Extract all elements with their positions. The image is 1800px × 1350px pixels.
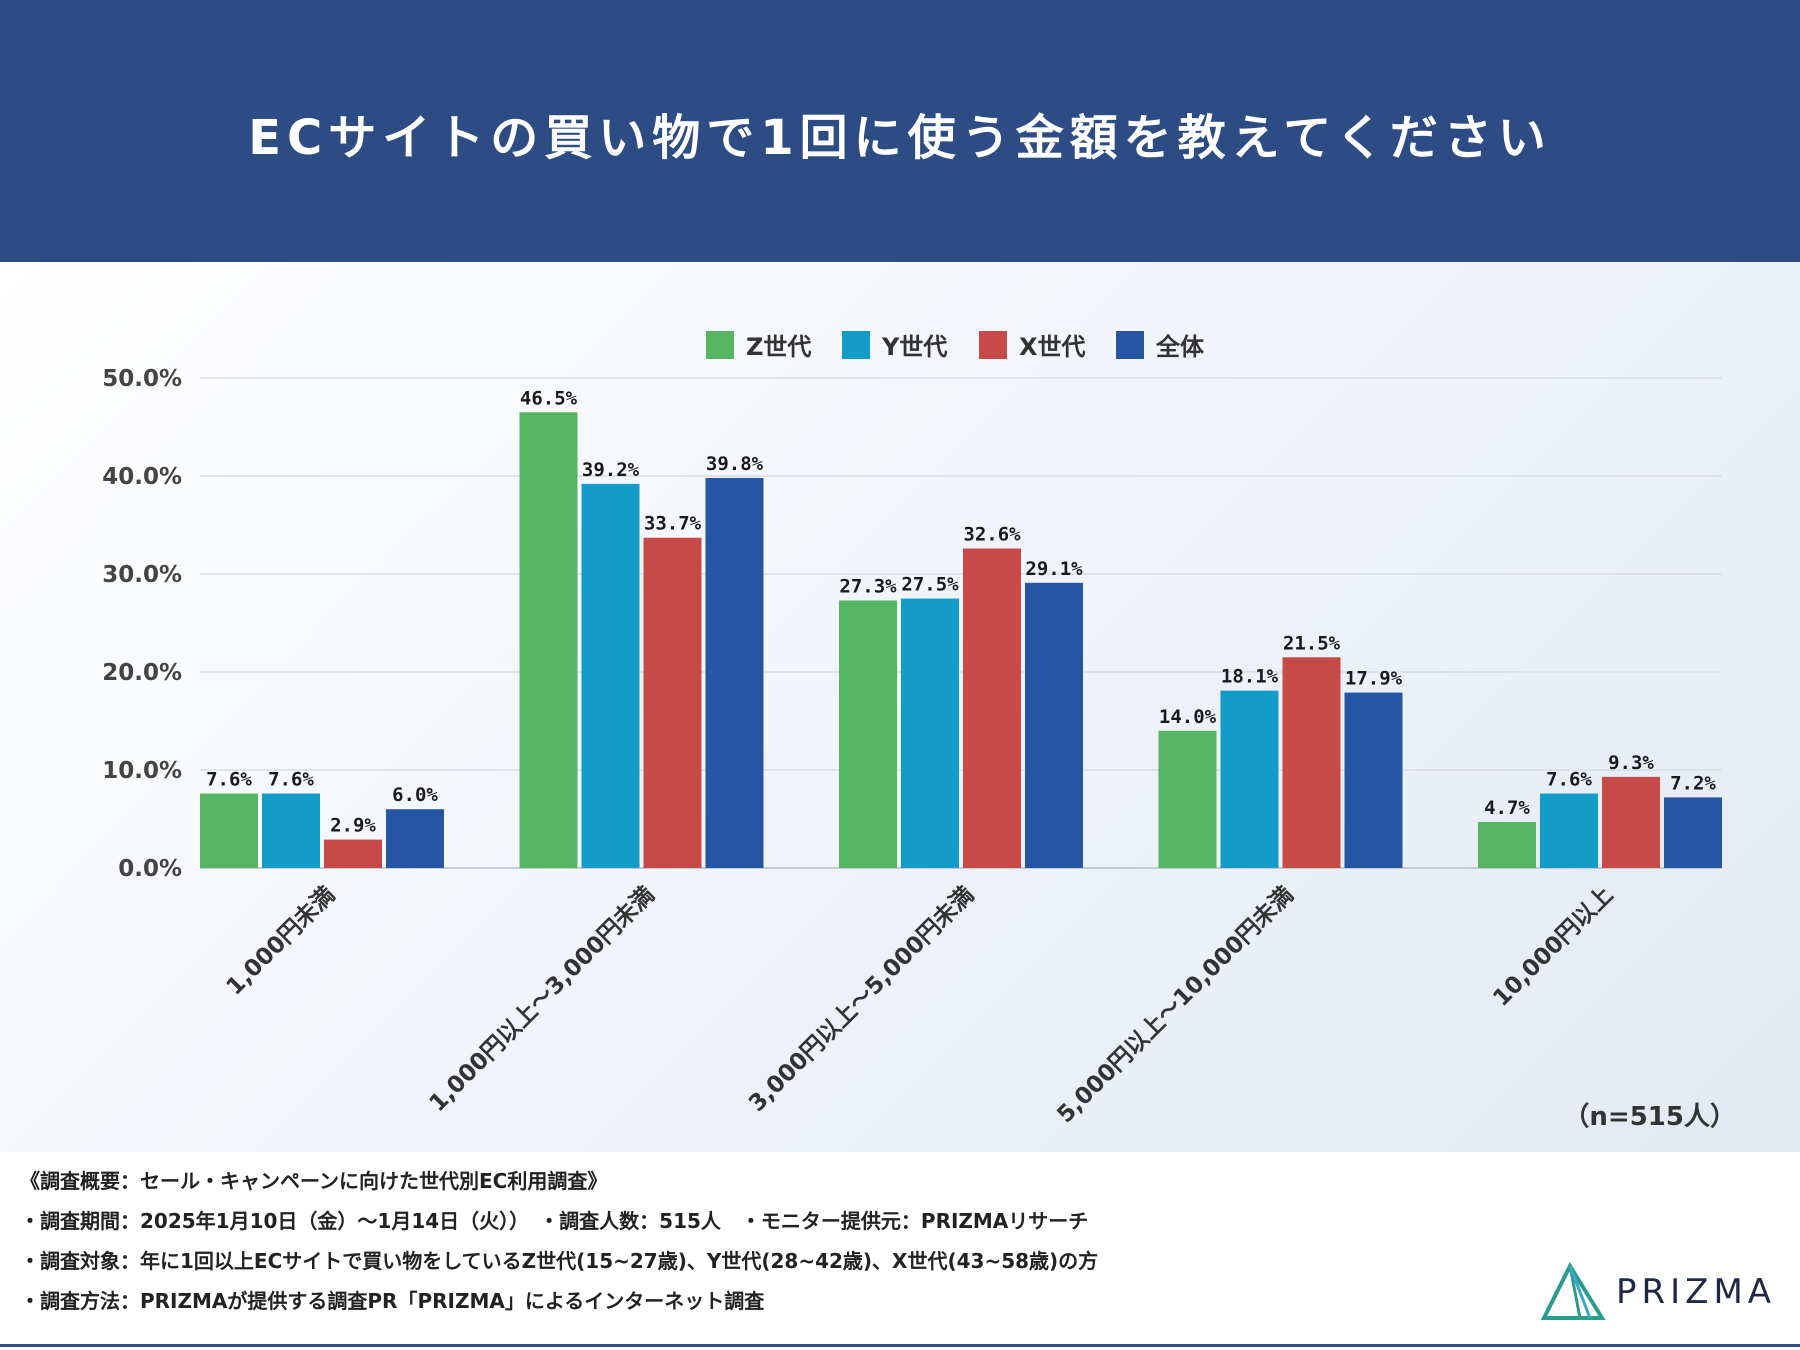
prism-icon xyxy=(1540,1262,1606,1320)
data-label: 33.7% xyxy=(644,513,702,535)
bar xyxy=(1664,797,1722,868)
y-tick-label: 20.0% xyxy=(102,660,182,686)
data-label: 27.5% xyxy=(901,574,959,596)
legend-swatch xyxy=(979,331,1007,359)
y-tick-label: 30.0% xyxy=(102,562,182,588)
y-tick-label: 0.0% xyxy=(118,856,182,882)
logo-text: PRIZMA xyxy=(1616,1272,1777,1312)
bar xyxy=(1478,821,1536,868)
bar xyxy=(1158,730,1217,868)
data-label: 7.2% xyxy=(1670,772,1716,794)
bar xyxy=(324,839,382,868)
bar xyxy=(1025,582,1083,868)
category-label: 5,000円以上〜10,000円未満 xyxy=(1052,882,1298,1128)
data-label: 2.9% xyxy=(330,815,376,837)
data-label: 14.0% xyxy=(1159,706,1217,728)
legend-swatch xyxy=(842,331,870,359)
legend-swatch xyxy=(1116,331,1144,359)
category-label: 10,000円以上 xyxy=(1488,882,1618,1012)
survey-note-line: ・調査期間：2025年1月10日（金）〜1月14日（火）） ・調査人数：515人… xyxy=(20,1209,1089,1233)
bottom-divider xyxy=(0,1344,1800,1347)
bar xyxy=(1282,657,1341,868)
data-label: 9.3% xyxy=(1608,752,1654,774)
legend-label: Z世代 xyxy=(746,333,811,361)
survey-note-line: ・調査対象：年に1回以上ECサイトで買い物をしているZ世代(15~27歳)、Y世… xyxy=(20,1249,1099,1273)
data-label: 7.6% xyxy=(1546,769,1592,791)
legend-label: Y世代 xyxy=(881,333,947,361)
legend-label: X世代 xyxy=(1019,333,1086,361)
y-tick-label: 40.0% xyxy=(102,464,182,490)
data-label: 32.6% xyxy=(963,524,1021,546)
bar xyxy=(963,548,1021,868)
data-label: 18.1% xyxy=(1221,666,1279,688)
bar xyxy=(262,793,320,868)
legend-swatch xyxy=(706,331,734,359)
sample-size-label: （n=515人） xyxy=(1563,1102,1736,1132)
survey-note-line: ・調査方法：PRIZMAが提供する調査PR「PRIZMA」によるインターネット調… xyxy=(20,1289,765,1313)
data-label: 27.3% xyxy=(839,575,897,597)
y-tick-label: 50.0% xyxy=(102,366,182,392)
category-label: 1,000円以上〜3,000円未満 xyxy=(425,882,660,1117)
chart-background xyxy=(0,262,1800,1152)
bar xyxy=(1220,690,1279,868)
category-label: 1,000円未満 xyxy=(222,882,341,1001)
bar xyxy=(1602,776,1660,868)
prizma-logo: PRIZMA xyxy=(1540,1262,1780,1322)
legend-label: 全体 xyxy=(1155,333,1205,361)
bar xyxy=(643,537,702,868)
header-banner: ECサイトの買い物で1回に使う金額を教えてください xyxy=(0,0,1800,262)
data-label: 39.8% xyxy=(706,453,764,475)
bar xyxy=(1344,692,1403,868)
bar xyxy=(200,793,258,868)
bar xyxy=(839,600,897,868)
data-label: 17.9% xyxy=(1345,668,1403,690)
data-label: 29.1% xyxy=(1025,558,1083,580)
y-tick-label: 10.0% xyxy=(102,758,182,784)
data-label: 46.5% xyxy=(520,387,578,409)
bar xyxy=(581,483,640,868)
bar xyxy=(1540,793,1598,868)
page-title: ECサイトの買い物で1回に使う金額を教えてください xyxy=(248,110,1552,166)
data-label: 6.0% xyxy=(392,784,438,806)
survey-notes: 《調査概要：セール・キャンペーンに向けた世代別EC利用調査》 ・調査期間：202… xyxy=(20,1166,1520,1326)
bar xyxy=(705,477,764,868)
data-label: 21.5% xyxy=(1283,632,1341,654)
data-label: 7.6% xyxy=(268,769,314,791)
bar xyxy=(386,809,444,868)
bar xyxy=(901,598,959,868)
category-label: 3,000円以上〜5,000円未満 xyxy=(744,882,979,1117)
data-label: 4.7% xyxy=(1484,797,1530,819)
bar xyxy=(519,412,578,868)
data-label: 39.2% xyxy=(582,459,640,481)
data-label: 7.6% xyxy=(206,769,252,791)
bar-chart: 0.0% 10.0% 20.0% 30.0% 40.0% 50.0% Z世代 Y世代 X世代 全体… xyxy=(102,331,1722,1128)
survey-note-line: 《調査概要：セール・キャンペーンに向けた世代別EC利用調査》 xyxy=(20,1169,608,1193)
